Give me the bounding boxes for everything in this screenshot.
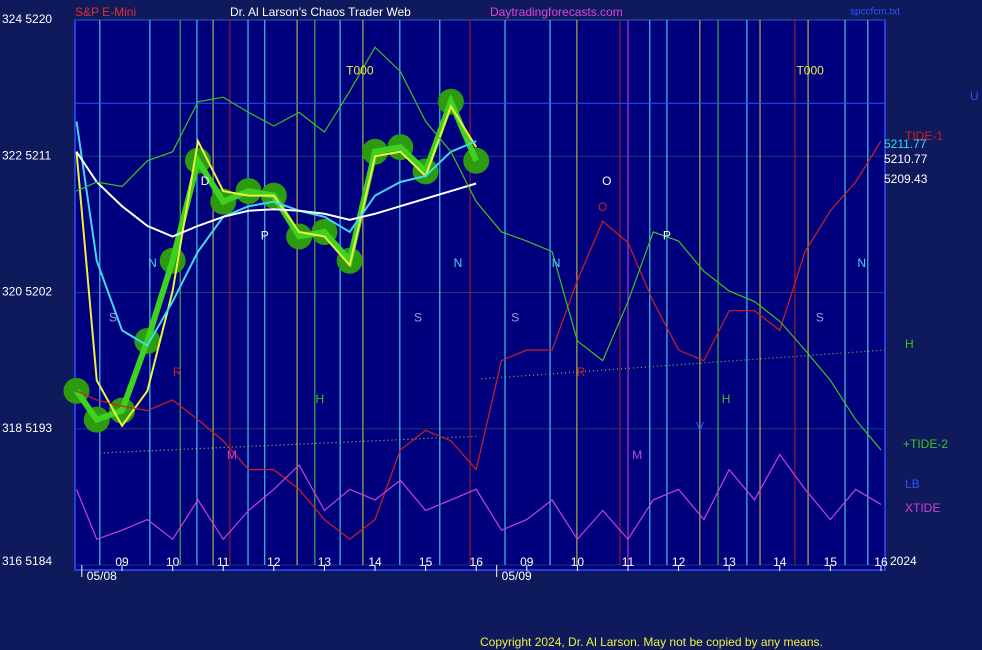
chart-subtitle: S&P E-Mini xyxy=(75,5,136,19)
y-tick-label: 324 5220 xyxy=(2,12,52,26)
x-tick-label: 14 xyxy=(773,555,787,569)
x-tick-label: 15 xyxy=(824,555,838,569)
annotation: S xyxy=(414,310,422,324)
x-tick-label: 09 xyxy=(115,555,129,569)
x-tick-label: 11 xyxy=(217,555,230,569)
annotation: N xyxy=(552,256,561,270)
annotation: O xyxy=(598,200,607,214)
series-line xyxy=(75,121,477,347)
series-line xyxy=(75,453,882,541)
series-line xyxy=(75,151,477,238)
date-label: 05/09 xyxy=(502,569,532,583)
annotation: R xyxy=(173,365,182,379)
y-tick-label: 316 5184 xyxy=(2,554,52,568)
annotation: M xyxy=(632,448,642,462)
last-value: 5211.77 xyxy=(884,137,927,151)
annotation: T000 xyxy=(796,64,824,78)
x-tick-label: 16 xyxy=(470,555,484,569)
annotation: O xyxy=(602,174,611,188)
last-value: 5210.77 xyxy=(884,152,928,166)
annotation: P xyxy=(663,229,671,243)
x-tick-label: 09 xyxy=(520,555,534,569)
annotation: D xyxy=(201,174,210,188)
site-link: Daytradingforecasts.com xyxy=(490,5,623,19)
annotation: H xyxy=(316,392,325,406)
side-label: +TIDE-2 xyxy=(903,437,948,451)
annotation: T000 xyxy=(346,64,374,78)
annotation: M xyxy=(227,448,237,462)
date-label: 05/08 xyxy=(87,569,117,583)
series-line xyxy=(75,104,478,428)
legend-label: TIDE-1 xyxy=(905,129,943,143)
file-name: spccfcm.txt xyxy=(850,7,900,18)
x-tick-label: 10 xyxy=(571,555,585,569)
annotation: H xyxy=(722,392,731,406)
annotation: N xyxy=(857,256,866,270)
trend-line xyxy=(99,435,477,454)
plot-area xyxy=(74,19,886,571)
annotation: S xyxy=(511,310,519,324)
annotation: R xyxy=(577,365,586,379)
x-tick-label: 13 xyxy=(722,555,736,569)
legend-label: XTIDE xyxy=(905,501,940,515)
series-line xyxy=(76,46,882,451)
series-line xyxy=(76,140,882,541)
annotation: P xyxy=(261,229,269,243)
annotation: N xyxy=(148,256,157,270)
annotation: S xyxy=(816,310,824,324)
x-tick-label: 12 xyxy=(267,555,281,569)
annotation: S xyxy=(109,310,117,324)
annotation: N xyxy=(454,256,463,270)
x-tick-label: 10 xyxy=(166,555,180,569)
y-tick-label: 318 5193 xyxy=(2,421,52,435)
y-tick-label: 320 5202 xyxy=(2,285,52,299)
x-tick-label: 15 xyxy=(419,555,433,569)
year-label: 2024 xyxy=(890,554,917,568)
x-tick-label: 16 xyxy=(874,555,888,569)
chart-title: Dr. Al Larson's Chaos Trader Web xyxy=(230,5,411,19)
x-tick-label: 14 xyxy=(368,555,382,569)
y-tick-label: 322 5211 xyxy=(2,148,51,162)
x-tick-label: 13 xyxy=(318,555,332,569)
legend-label: H xyxy=(905,337,914,351)
side-label: LB xyxy=(905,477,920,491)
last-value: 5209.43 xyxy=(884,172,928,186)
x-tick-label: 12 xyxy=(672,555,686,569)
annotation: V xyxy=(696,419,704,433)
side-label: U xyxy=(970,89,979,103)
copyright: Copyright 2024, Dr. Al Larson. May not b… xyxy=(480,635,823,649)
